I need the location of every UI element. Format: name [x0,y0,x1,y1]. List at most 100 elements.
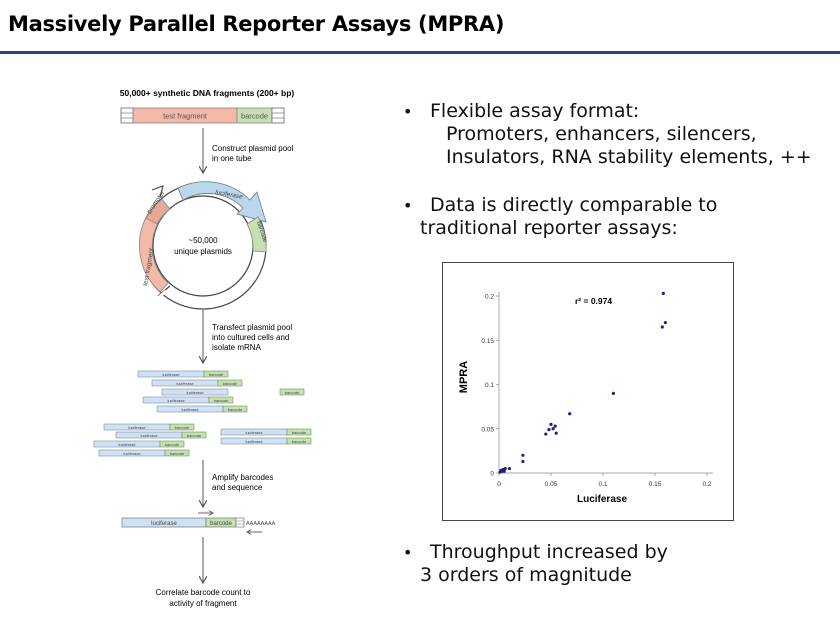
mrna-transcript: luciferase barcode [142,396,234,404]
amplicon: luciferase barcode AAAAAAAA [121,513,276,532]
mrna-transcript: luciferase barcode [98,449,190,457]
data-point [660,325,664,329]
mrna-transcript: luciferase barcode [137,370,229,378]
diagram-header: 50,000+ synthetic DNA fragments (200+ bp… [120,88,295,98]
mrna-barcode-label: barcode [175,425,190,430]
bullet-throughput: • Throughput increased by 3 orders of ma… [403,541,668,586]
mrna-barcode-label: barcode [292,439,307,444]
bullet1-line1: Flexible assay format: [430,100,640,122]
step1-line1: Construct plasmid pool [212,144,294,153]
step1-line2: in one tube [212,154,252,163]
data-point [544,432,548,436]
mrna-luciferase-label: luciferase [162,372,180,377]
slide-title: Massively Parallel Reporter Assays (MPRA… [8,12,505,36]
mrna-barcode-label: barcode [165,442,180,447]
step2-line1: Transfect plasmid pool [212,323,292,332]
x-tick-label: 0.05 [545,481,558,488]
title-rule [0,51,840,54]
mrna-barcode-label: barcode [170,451,185,456]
polya-tail: AAAAAAAA [246,521,276,527]
luciferase-ring-label: luciferase [215,189,244,201]
mrna-transcript: luciferase barcode [161,388,305,396]
y-tick-label: 0.15 [481,338,494,345]
y-tick-label: 0.05 [481,426,494,433]
step3-line2: and sequence [212,483,263,492]
mrna-luciferase-label: luciferase [245,430,263,435]
x-tick-label: 0.15 [649,481,662,488]
x-tick-label: 0.1 [598,481,607,488]
mrna-luciferase-label: luciferase [181,407,199,412]
bullet3-line2: 3 orders of magnitude [420,564,632,586]
step3-line1: Amplify barcodes [212,473,273,482]
mrna-barcode-label: barcode [187,433,202,438]
mrna-barcode-label: barcode [223,381,238,386]
mrna-transcripts: luciferase barcode luciferase barcode lucife… [93,370,312,457]
mrna-barcode-label: barcode [292,430,307,435]
mrna-barcode-label: barcode [209,372,224,377]
step4-line2: activity of fragment [169,599,237,608]
plasmid-count-label: unique plasmids [174,247,232,256]
promoter-arc [145,198,171,225]
mrna-luciferase-label: luciferase [176,381,194,386]
amplicon-luciferase: luciferase [151,521,177,527]
bullet-comparable: • Data is directly comparable to traditi… [403,194,718,239]
test-fragment-arc [139,211,169,293]
plasmid-ring: luciferase promoter barcode test fragmen… [139,181,268,310]
mrna-transcript: luciferase barcode [93,440,185,448]
data-point [568,412,572,416]
mrna-transcript: luciferase barcode [220,428,312,436]
barcode-label: barcode [241,112,268,121]
mrna-luciferase-label: luciferase [140,433,158,438]
ring-arrowhead [151,185,164,198]
plot-frame [442,262,734,521]
data-point [551,427,555,431]
data-point [611,391,615,395]
x-tick-label: 0.2 [702,481,711,488]
step2-line3: isolate mRNA [212,343,262,352]
y-tick-label: 0 [490,471,494,478]
mrna-luciferase-label: luciferase [123,451,141,456]
mrna-barcode-label: barcode [214,398,229,403]
data-point [507,466,511,471]
x-tick-label: 0 [497,481,501,488]
mpra-vs-luciferase-scatter: 0 0.05 0.1 0.15 0.2 0 0.05 0.1 0.15 0.2 MPRA Luci… [442,262,734,521]
bullet1-line3: Insulators, RNA stability elements, ++ [446,146,812,168]
plasmid-count: ~50,000 [188,236,218,245]
mrna-luciferase-label: luciferase [245,439,263,444]
bullet2-line1: Data is directly comparable to [430,194,718,216]
mrna-luciferase-label: luciferase [186,390,204,395]
luciferase-arrow [177,181,267,223]
dna-fragment-construct: test fragment barcode [120,107,285,124]
mrna-transcript: luciferase barcode [220,437,312,445]
data-point [521,453,525,457]
data-point [549,422,553,426]
step2-line2: into cultured cells and [212,333,289,342]
data-point [547,428,551,432]
data-point [521,459,525,464]
x-axis-label: Luciferase [577,494,627,505]
bullet3-line1: Throughput increased by [430,541,668,563]
data-point [502,469,506,473]
r-squared-annotation: r² = 0.974 [575,296,612,306]
data-point [554,431,558,435]
test-fragment-label: test fragment [163,112,208,121]
data-point [553,424,557,428]
mrna-transcript: luciferase barcode [115,431,207,439]
mrna-barcode-label: barcode [285,390,300,395]
mrna-transcript: luciferase barcode [151,379,243,387]
mrna-transcript: luciferase barcode [156,405,248,413]
y-axis-label: MPRA [458,361,470,393]
bullet1-line2: Promoters, enhancers, silencers, [446,123,757,145]
data-point [663,320,667,325]
barcode-arc [246,216,267,253]
data-point [661,291,665,295]
mpra-workflow-diagram: 50,000+ synthetic DNA fragments (200+ bp… [93,88,312,608]
mrna-luciferase-label: luciferase [167,398,185,403]
amplicon-barcode: barcode [210,521,232,527]
mrna-luciferase-label: luciferase [118,442,136,447]
step4-line1: Correlate barcode count to [156,588,251,597]
bullet2-line2: traditional reporter assays: [420,217,678,239]
mrna-barcode-label: barcode [228,407,243,412]
bullet-flexible-format: • Flexible assay format: Promoters, enha… [403,100,812,168]
mrna-transcript: luciferase barcode [103,423,195,431]
